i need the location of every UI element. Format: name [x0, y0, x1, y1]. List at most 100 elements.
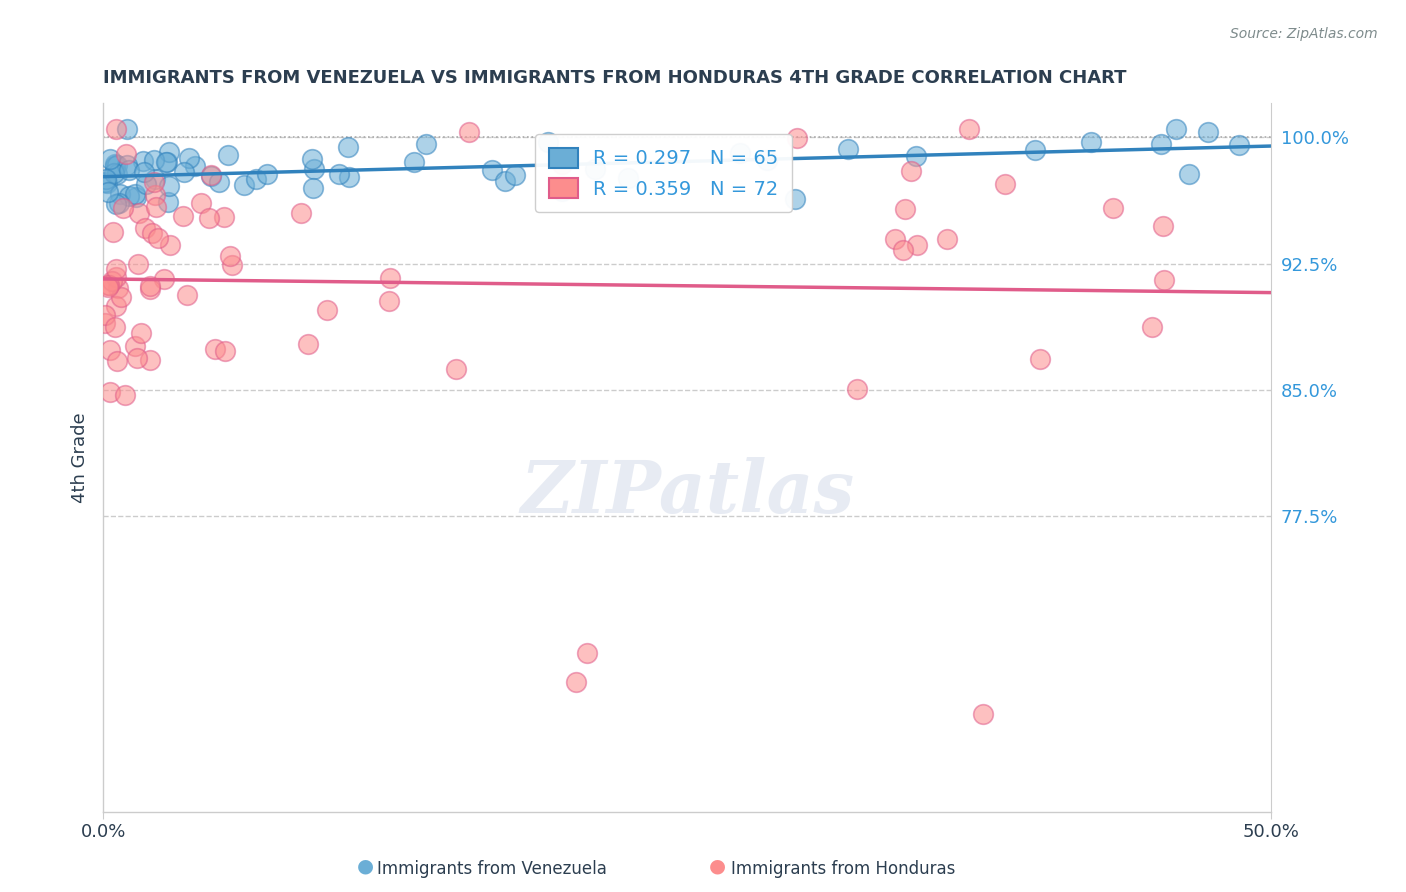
Point [1227, 137, 1250, 152]
Point [337, 170, 360, 185]
Legend: R = 0.297   N = 65, R = 0.359   N = 72: R = 0.297 N = 65, R = 0.359 N = 72 [536, 135, 793, 212]
Point [128, 206, 150, 220]
Point [97, 277, 120, 292]
Point [1024, 144, 1046, 158]
Point [536, 135, 558, 149]
Point [503, 169, 526, 183]
Text: ●: ● [709, 856, 725, 875]
Text: Immigrants from Honduras: Immigrants from Honduras [731, 860, 956, 878]
Point [98, 343, 121, 357]
Point [143, 187, 166, 202]
Point [208, 175, 231, 189]
Point [104, 159, 127, 173]
Point [883, 232, 905, 246]
Point [551, 184, 574, 198]
Point [218, 249, 240, 263]
Point [936, 232, 959, 246]
Point [98, 153, 121, 167]
Point [1178, 167, 1201, 181]
Point [176, 288, 198, 302]
Point [156, 155, 179, 169]
Point [786, 131, 808, 145]
Point [302, 162, 325, 177]
Point [1153, 272, 1175, 286]
Point [105, 354, 128, 368]
Point [139, 352, 162, 367]
Point [190, 196, 212, 211]
Point [105, 197, 128, 211]
Point [1152, 219, 1174, 233]
Point [135, 178, 157, 192]
Point [783, 192, 806, 206]
Point [994, 177, 1017, 191]
Y-axis label: 4th Grade: 4th Grade [72, 412, 89, 503]
Point [153, 272, 176, 286]
Point [217, 148, 239, 162]
Text: Source: ZipAtlas.com: Source: ZipAtlas.com [1230, 27, 1378, 41]
Point [846, 382, 869, 396]
Point [100, 385, 122, 400]
Point [583, 161, 606, 176]
Point [302, 180, 325, 194]
Point [159, 238, 181, 252]
Point [256, 167, 278, 181]
Point [481, 162, 503, 177]
Point [214, 343, 236, 358]
Point [1028, 351, 1050, 366]
Point [233, 178, 256, 192]
Point [905, 237, 928, 252]
Point [104, 270, 127, 285]
Point [103, 166, 125, 180]
Text: Immigrants from Venezuela: Immigrants from Venezuela [377, 860, 607, 878]
Point [114, 387, 136, 401]
Point [139, 282, 162, 296]
Point [1197, 125, 1219, 139]
Point [173, 165, 195, 179]
Point [145, 200, 167, 214]
Point [125, 351, 148, 365]
Point [157, 178, 180, 193]
Point [315, 302, 337, 317]
Point [494, 174, 516, 188]
Point [129, 326, 152, 340]
Point [146, 231, 169, 245]
Point [378, 271, 401, 285]
Point [972, 706, 994, 721]
Point [837, 142, 859, 156]
Point [104, 121, 127, 136]
Point [96, 171, 118, 186]
Text: ●: ● [357, 856, 374, 875]
Point [378, 293, 401, 308]
Point [198, 211, 221, 225]
Point [96, 278, 118, 293]
Point [328, 167, 350, 181]
Text: IMMIGRANTS FROM VENEZUELA VS IMMIGRANTS FROM HONDURAS 4TH GRADE CORRELATION CHAR: IMMIGRANTS FROM VENEZUELA VS IMMIGRANTS … [103, 69, 1126, 87]
Point [94, 308, 117, 322]
Point [124, 339, 146, 353]
Point [184, 159, 207, 173]
Point [755, 153, 778, 168]
Point [107, 195, 129, 210]
Point [957, 121, 980, 136]
Point [96, 176, 118, 190]
Point [105, 158, 128, 172]
Point [132, 154, 155, 169]
Point [297, 337, 319, 351]
Point [117, 189, 139, 203]
Point [1164, 122, 1187, 136]
Point [159, 145, 181, 159]
Point [200, 168, 222, 182]
Point [141, 226, 163, 240]
Point [415, 136, 437, 151]
Point [94, 175, 117, 189]
Point [94, 316, 117, 330]
Point [107, 281, 129, 295]
Point [97, 280, 120, 294]
Point [117, 121, 139, 136]
Point [117, 162, 139, 177]
Point [1149, 136, 1171, 151]
Point [139, 279, 162, 293]
Point [104, 320, 127, 334]
Point [156, 195, 179, 210]
Point [905, 149, 928, 163]
